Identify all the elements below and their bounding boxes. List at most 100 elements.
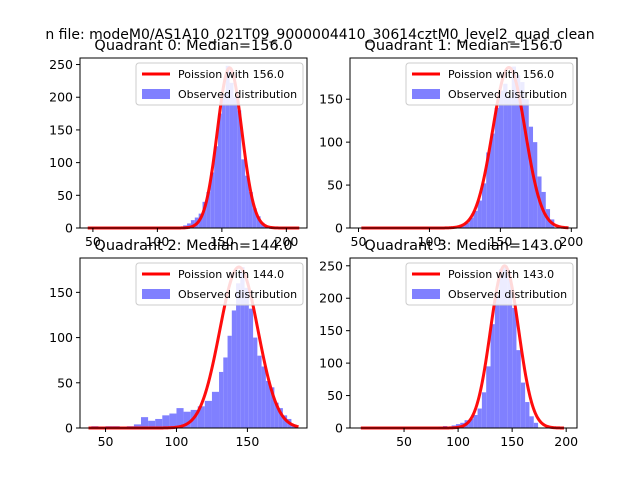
x-tick-label: 100 — [446, 434, 470, 449]
y-tick-label: 0 — [65, 421, 73, 436]
histogram-bar — [206, 192, 211, 228]
x-tick-label: 100 — [165, 434, 189, 449]
x-tick-label: 100 — [145, 234, 169, 249]
histogram-bar — [469, 217, 474, 228]
legend-box — [135, 62, 304, 106]
histogram-bar — [524, 99, 529, 228]
x-tick-label: 50 — [98, 434, 114, 449]
legend-fit-label: Poission with 156.0 — [178, 68, 284, 81]
legend-fit-label: Poission with 156.0 — [448, 68, 554, 81]
histogram-bar — [477, 408, 482, 428]
x-tick-label: 50 — [351, 234, 367, 249]
histogram-bar — [503, 265, 508, 428]
axes-frame — [79, 57, 308, 229]
y-tick-label: 150 — [319, 92, 343, 107]
legend-bar-swatch — [412, 289, 440, 299]
histogram-bar — [197, 406, 205, 428]
legend-fit-label: Poission with 143.0 — [448, 268, 554, 281]
histogram-bar — [211, 391, 220, 428]
histogram-bar — [494, 107, 499, 228]
histogram-bar — [257, 355, 262, 428]
histogram-bar — [225, 65, 230, 228]
quadrant-0-panel: 50 100 150 200 0 50 100 150 200 250 Quadrant 0: Me… — [49, 38, 308, 249]
y-tick-label: 250 — [319, 258, 343, 273]
histogram-bar — [253, 337, 258, 428]
histogram-bar — [256, 216, 261, 228]
histogram-bar — [473, 210, 478, 228]
legend-fit-label: Poission with 144.0 — [178, 268, 284, 281]
x-tick-label: 50 — [396, 434, 412, 449]
histogram-bar — [511, 66, 516, 228]
histogram-bar — [169, 413, 177, 428]
y-tick-label: 150 — [49, 285, 73, 300]
legend: Poission with 144.0 Observed distribution — [135, 262, 304, 306]
histogram-bar — [252, 208, 257, 228]
histogram-bar — [473, 415, 478, 428]
histogram-bar — [204, 400, 212, 428]
y-tick-label: 50 — [57, 375, 73, 390]
histogram-bar — [512, 307, 517, 428]
histogram-bar — [219, 371, 224, 428]
legend-bar-label: Observed distribution — [448, 288, 567, 301]
histogram-bar — [248, 308, 254, 428]
histogram-bar — [503, 83, 508, 229]
legend: Poission with 156.0 Observed distribution — [405, 62, 574, 106]
histogram-bar — [187, 223, 191, 228]
y-tick-label: 250 — [49, 57, 73, 72]
histogram-bar — [248, 192, 253, 228]
histogram-bar — [468, 418, 474, 428]
x-tick-label: 200 — [559, 234, 583, 249]
histogram-bar — [202, 201, 207, 228]
x-tick-label: 150 — [500, 434, 524, 449]
legend-bar-label: Observed distribution — [178, 288, 297, 301]
x-tick-label: 100 — [418, 234, 442, 249]
histogram-bar — [494, 294, 500, 428]
histogram-bar — [231, 310, 237, 428]
y-tick-label: 0 — [65, 221, 73, 236]
histogram-bar — [240, 267, 245, 428]
legend-bar-label: Observed distribution — [178, 88, 297, 101]
y-tick-label: 0 — [335, 221, 343, 236]
histogram-bar — [278, 408, 283, 428]
histogram-bar — [498, 90, 504, 229]
x-tick-label: 150 — [488, 234, 512, 249]
histogram-bar — [533, 422, 539, 428]
histogram-bar — [499, 269, 504, 428]
histogram-bar — [270, 387, 275, 428]
histogram-bar — [490, 133, 495, 228]
histogram-bar — [148, 420, 156, 428]
histogram-bar — [223, 357, 228, 428]
legend-bar-swatch — [142, 89, 170, 99]
legend-bar-label: Observed distribution — [448, 88, 567, 101]
histogram-bar — [237, 110, 242, 228]
histogram-bar — [176, 408, 184, 428]
histogram-bar — [221, 93, 226, 228]
histogram-bar — [214, 146, 219, 228]
y-tick-label: 150 — [49, 122, 73, 137]
histogram-bar — [210, 172, 215, 228]
histogram-bar — [274, 402, 279, 428]
histogram-bar — [528, 126, 534, 228]
histogram-bar — [520, 382, 526, 428]
histogram-bar — [233, 97, 238, 228]
histogram-bar — [245, 175, 249, 228]
legend-bar-swatch — [142, 289, 170, 299]
subplot-title: Quadrant 1: Median=156.0 — [364, 38, 562, 54]
y-tick-label: 0 — [335, 421, 343, 436]
y-tick-label: 100 — [49, 330, 73, 345]
y-tick-label: 100 — [319, 135, 343, 150]
x-tick-label: 150 — [210, 234, 234, 249]
histogram-bar — [227, 335, 232, 428]
histogram-bar — [244, 287, 249, 428]
histogram-bar — [236, 283, 241, 428]
histogram-bar — [477, 200, 482, 228]
histogram-bar — [515, 75, 521, 228]
y-tick-label: 100 — [49, 155, 73, 170]
x-tick-label: 50 — [85, 234, 101, 249]
y-tick-label: 50 — [327, 388, 343, 403]
y-tick-label: 200 — [319, 291, 343, 306]
histogram-bar — [265, 380, 271, 428]
axes-frame — [349, 57, 578, 229]
legend: Poission with 143.0 Observed distribution — [405, 262, 574, 306]
